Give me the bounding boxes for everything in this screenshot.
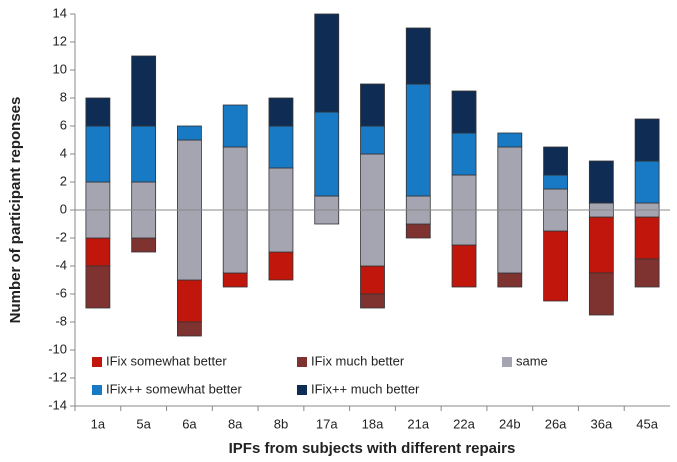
legend-label: IFix++ somewhat better [106, 381, 243, 396]
y-tick-label: 4 [60, 145, 67, 160]
bar-segment [588, 160, 614, 204]
legend-swatch [297, 385, 307, 395]
bar-segment [634, 118, 660, 162]
y-tick-label: 6 [60, 117, 67, 132]
bar-segment [222, 104, 248, 148]
y-tick-label: -10 [48, 341, 67, 356]
bar-segment [85, 237, 111, 267]
legend-swatch [92, 357, 102, 367]
y-tick-label: -12 [48, 369, 67, 384]
bar-segment [314, 13, 340, 113]
bar-segment [405, 27, 431, 85]
x-tick-label: 26a [545, 416, 567, 431]
x-tick-label: 36a [590, 416, 612, 431]
bar-segment [405, 223, 431, 239]
bar-segment [85, 125, 111, 183]
bar-segment [588, 216, 614, 274]
bar-segment [177, 125, 202, 141]
legend-swatch [297, 357, 307, 367]
x-tick-label: 18a [362, 416, 384, 431]
bar-segment [405, 83, 431, 197]
bar-segment [451, 90, 477, 134]
bar-segment [268, 125, 294, 169]
legend-swatch [502, 357, 512, 367]
bar-segment [131, 125, 157, 183]
x-tick-label: 6a [182, 416, 197, 431]
x-tick-label: 17a [316, 416, 338, 431]
y-tick-label: 14 [53, 5, 67, 20]
legend-label: same [516, 353, 548, 368]
y-axis-title: Number of participant reponses [7, 97, 24, 324]
bar-segment [543, 230, 568, 302]
y-tick-label: -14 [48, 397, 67, 412]
bar-segment [268, 97, 294, 127]
bar-segment [451, 244, 477, 288]
y-tick-label: -4 [55, 257, 67, 272]
bar-segment [588, 272, 614, 316]
bar-segment [85, 97, 111, 127]
bar-segment [634, 216, 660, 260]
legend-label: IFix much better [311, 353, 405, 368]
x-axis-title: IPFs from subjects with different repair… [229, 440, 516, 457]
bar-segment [268, 251, 294, 281]
bar-segment [177, 321, 202, 337]
bar-segment [360, 83, 385, 127]
x-tick-label: 45a [636, 416, 658, 431]
bar-segment [360, 265, 385, 295]
x-tick-label: 22a [453, 416, 475, 431]
bar-segment [131, 55, 157, 127]
bar-segment [131, 237, 157, 253]
y-tick-label: 8 [60, 89, 67, 104]
bar-segment [543, 174, 568, 190]
bar-segment [85, 265, 111, 309]
bar-segment [222, 272, 248, 288]
x-tick-label: 1a [91, 416, 106, 431]
x-tick-label: 8a [228, 416, 243, 431]
y-tick-label: 12 [53, 33, 67, 48]
y-tick-label: 10 [53, 61, 67, 76]
x-tick-label: 5a [136, 416, 151, 431]
bar-segment [497, 132, 523, 148]
bar-segment [314, 111, 340, 197]
bar-segment [497, 272, 523, 288]
x-tick-label: 21a [407, 416, 429, 431]
bar-segment [634, 160, 660, 204]
legend-label: IFix++ much better [311, 381, 420, 396]
bar-segment [360, 293, 385, 309]
x-tick-label: 24b [499, 416, 521, 431]
bar-segment [360, 125, 385, 155]
x-tick-label: 8b [274, 416, 288, 431]
bar-segment [543, 146, 568, 176]
legend-swatch [92, 385, 102, 395]
y-tick-label: -6 [55, 285, 67, 300]
y-tick-label: 2 [60, 173, 67, 188]
bar-segment [177, 279, 202, 323]
bar-segment [451, 132, 477, 176]
y-tick-label: -8 [55, 313, 67, 328]
bar-segment [634, 258, 660, 288]
legend-label: IFix somewhat better [106, 353, 227, 368]
y-tick-label: -2 [55, 229, 67, 244]
y-tick-label: 0 [60, 201, 67, 216]
